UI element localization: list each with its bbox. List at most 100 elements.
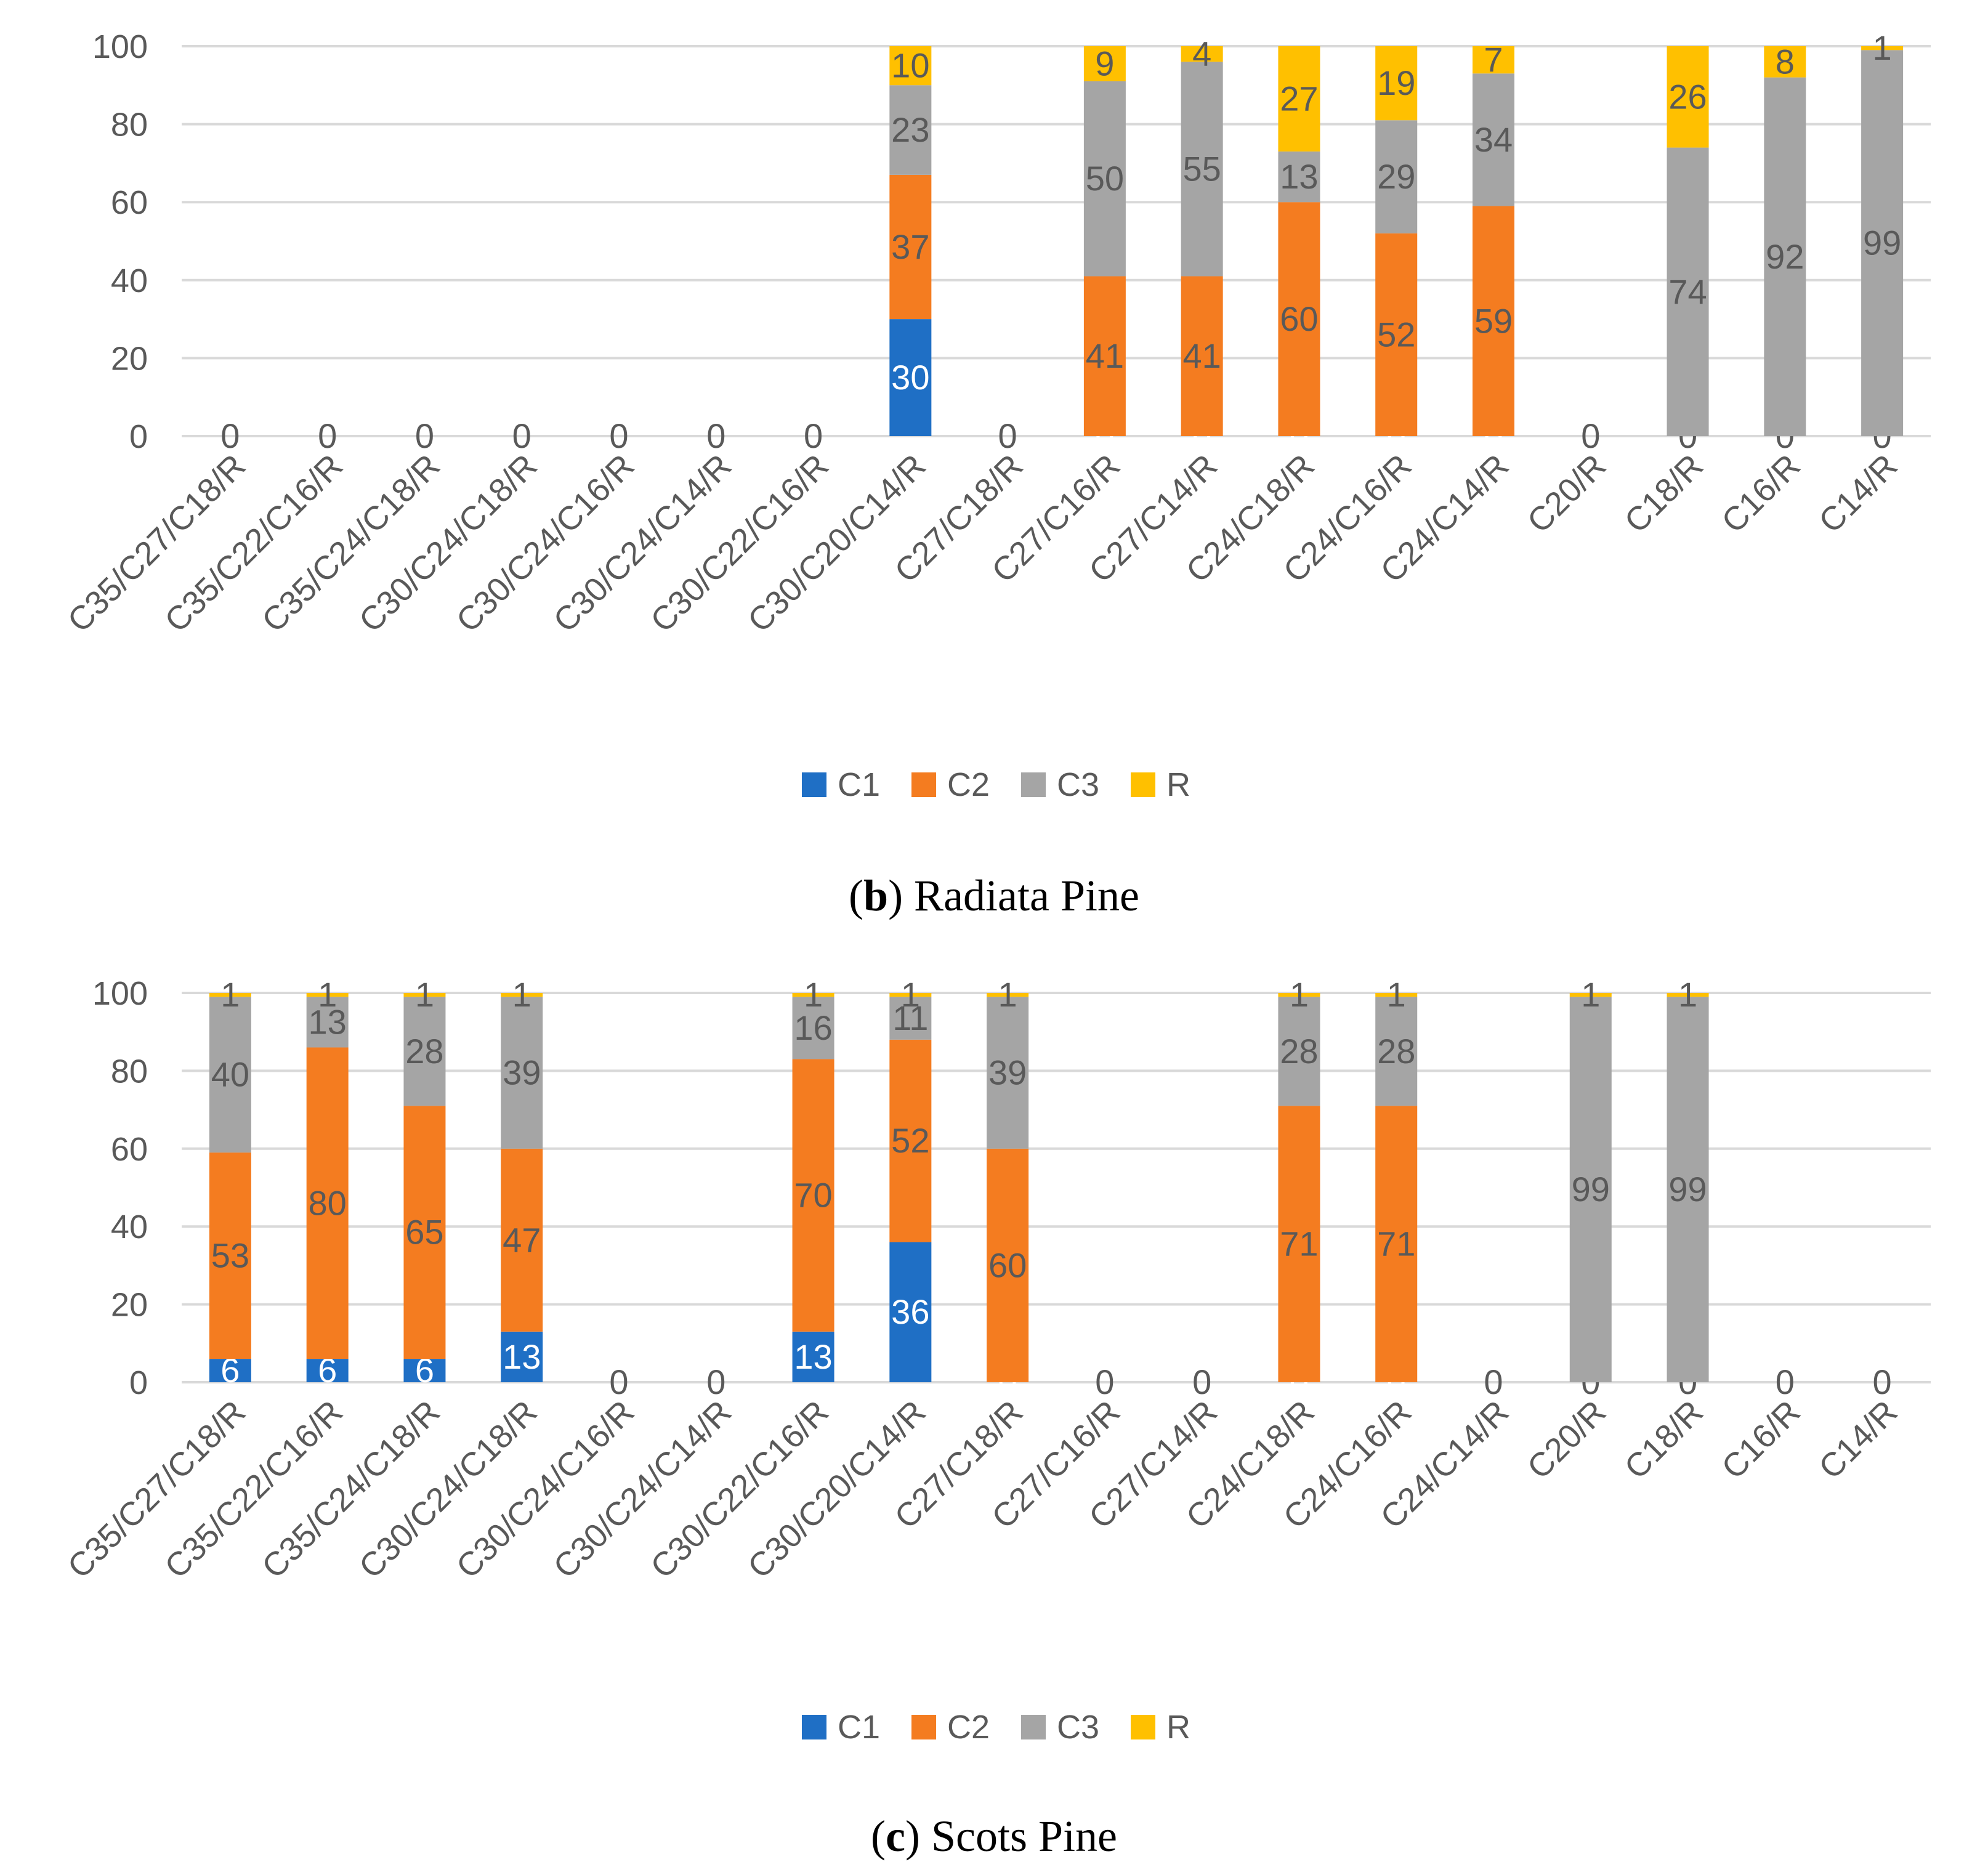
x-tick-label: C30/C20/C14/R xyxy=(741,447,933,639)
y-tick-label: 80 xyxy=(111,107,148,144)
legend-swatch-c2 xyxy=(911,1715,936,1739)
bar-segment-c1 xyxy=(403,1359,446,1382)
x-tick-label: C30/C24/C16/R xyxy=(450,1393,642,1585)
bar-segment-r xyxy=(1278,993,1320,997)
bar-segment-c3 xyxy=(792,997,834,1059)
data-label: 0 xyxy=(1873,1363,1892,1401)
bar-segment-c3 xyxy=(1278,997,1320,1106)
data-label: 39 xyxy=(503,1053,541,1092)
data-label: 0 xyxy=(220,416,240,455)
bar-segment-c3 xyxy=(1181,62,1223,277)
bar-segment-r xyxy=(1861,46,1904,51)
data-label: 9 xyxy=(1095,44,1114,83)
data-label: 41 xyxy=(1086,336,1124,375)
bar-segment-c2 xyxy=(501,1148,543,1332)
x-tick-label: C14/R xyxy=(1812,447,1905,540)
data-label: 0 xyxy=(318,416,337,455)
data-label: 1 xyxy=(512,975,531,1014)
bar-segment-r xyxy=(209,993,251,997)
y-tick-labels: 0 20 40 60 80 100 xyxy=(92,975,148,1401)
x-tick-label: C16/R xyxy=(1715,1393,1808,1486)
bar-segment-r xyxy=(889,46,932,86)
data-label: 1 xyxy=(1678,975,1697,1014)
data-label: 99 xyxy=(1668,1170,1707,1209)
bar-segment-c2 xyxy=(1181,276,1223,436)
x-tick-label: C35/C27/C18/R xyxy=(60,1393,253,1585)
bar-segment-c3 xyxy=(501,997,543,1149)
bar-segment-r xyxy=(1375,993,1418,997)
data-label: 34 xyxy=(1474,120,1513,159)
caption-letter: b xyxy=(863,871,888,920)
data-label: 60 xyxy=(1280,299,1318,338)
data-label: 99 xyxy=(1863,224,1901,262)
x-tick-labels: C35/C27/C18/RC35/C22/C16/RC35/C24/C18/RC… xyxy=(60,447,1904,639)
bar-segment-r xyxy=(1764,46,1806,78)
data-label: 0 xyxy=(706,1363,725,1401)
bar-segment-c2 xyxy=(306,1047,349,1359)
legend-label: R xyxy=(1166,1709,1190,1746)
data-label: 1 xyxy=(220,975,240,1014)
data-label: 47 xyxy=(503,1220,541,1259)
y-tick-label: 100 xyxy=(92,975,148,1012)
x-tick-label: C20/R xyxy=(1521,1393,1614,1486)
data-label: 4 xyxy=(1192,34,1211,73)
x-tick-label: C20/R xyxy=(1521,447,1614,540)
data-label: 59 xyxy=(1474,301,1513,340)
data-label: 1 xyxy=(998,975,1017,1014)
bar-segment-c3 xyxy=(889,85,932,175)
bar-segment-r xyxy=(1473,46,1514,74)
data-label: 80 xyxy=(309,1183,347,1222)
data-label: 0 xyxy=(415,416,434,455)
y-tick-label: 40 xyxy=(111,262,148,299)
data-label: 27 xyxy=(1280,79,1318,118)
data-label: 29 xyxy=(1377,157,1415,196)
data-label: 23 xyxy=(891,110,929,149)
data-label: 37 xyxy=(891,227,929,266)
legend-swatch-c1 xyxy=(802,1715,826,1739)
data-label: 52 xyxy=(1377,315,1415,354)
legend-label: C3 xyxy=(1057,766,1099,803)
x-tick-label: C16/R xyxy=(1715,447,1808,540)
bar-segment-c2 xyxy=(1473,206,1514,436)
bar-segment-c2 xyxy=(987,1148,1029,1382)
bar-segment-r xyxy=(306,993,349,997)
data-label: 0 xyxy=(1776,1363,1795,1401)
data-label: 99 xyxy=(1572,1170,1610,1209)
x-tick-label: C35/C24/C18/R xyxy=(255,1393,447,1585)
caption-text: Radiata Pine xyxy=(903,871,1139,920)
data-label: 13 xyxy=(309,1002,347,1041)
data-label: 10 xyxy=(891,46,929,85)
data-label: 0 xyxy=(609,416,628,455)
bar-segment-c3 xyxy=(1278,151,1320,203)
x-tick-label: C30/C24/C14/R xyxy=(546,447,738,639)
data-label: 1 xyxy=(1290,975,1309,1014)
bar-segment-c2 xyxy=(1083,276,1126,436)
bar-segment-c1 xyxy=(889,319,932,436)
y-tick-label: 60 xyxy=(111,1131,148,1168)
bar-segment-r xyxy=(1667,993,1709,997)
legend-swatch-c3 xyxy=(1021,1715,1046,1739)
y-tick-label: 20 xyxy=(111,1287,148,1324)
bar-segment-r xyxy=(1569,993,1612,997)
bar-segment-c3 xyxy=(987,997,1029,1149)
grid-lines xyxy=(182,45,1931,437)
x-tick-label: C30/C20/C14/R xyxy=(741,1393,933,1585)
data-label: 41 xyxy=(1183,336,1221,375)
bar-segment-c3 xyxy=(209,997,251,1153)
bar-segment-r xyxy=(501,993,543,997)
data-label: 1 xyxy=(804,975,823,1014)
x-tick-label: C30/C24/C16/R xyxy=(450,447,642,639)
bar-segment-c1 xyxy=(209,1359,251,1382)
bar-segment-c3 xyxy=(403,997,446,1106)
data-label: 55 xyxy=(1183,149,1221,188)
legend-swatch-r xyxy=(1131,1715,1155,1739)
y-tick-label: 20 xyxy=(111,340,148,377)
data-label: 1 xyxy=(1387,975,1406,1014)
legend-swatch-c3 xyxy=(1021,772,1046,797)
data-label: 13 xyxy=(503,1337,541,1376)
data-label: 74 xyxy=(1668,272,1707,311)
caption-letter: c xyxy=(886,1812,905,1861)
